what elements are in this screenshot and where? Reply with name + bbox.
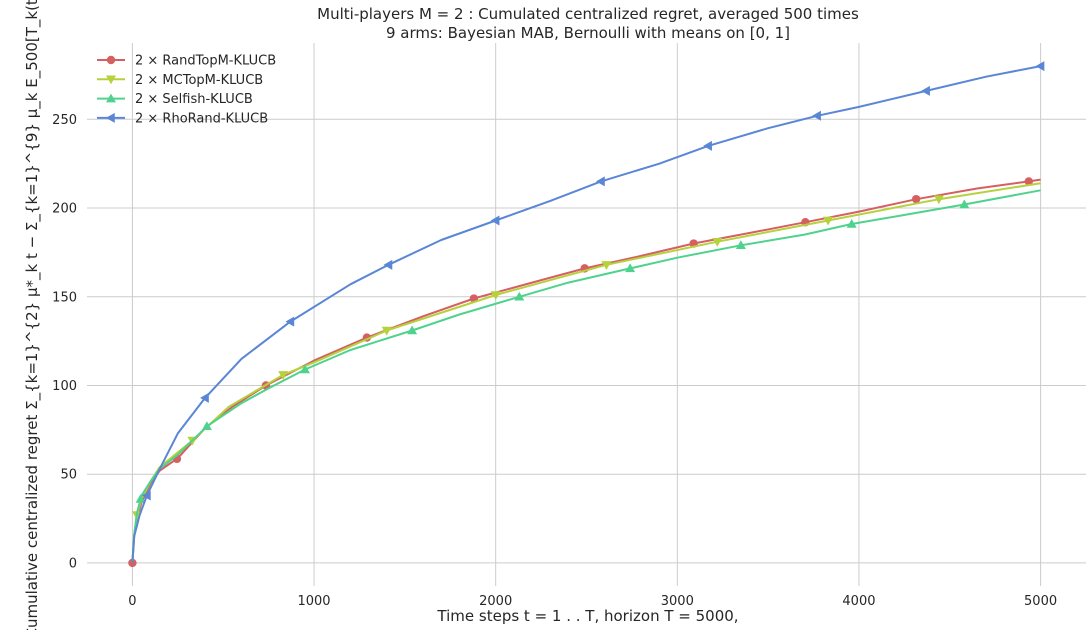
data-point-marker <box>383 259 393 270</box>
series-3 <box>131 61 1045 563</box>
x-axis-label: Time steps t = 1 . . T, horizon T = 5000… <box>436 607 738 625</box>
legend-label: 2 × MCTopM-KLUCB <box>135 73 263 88</box>
data-point-marker <box>278 371 289 380</box>
chart-title: Multi-players M = 2 : Cumulated centrali… <box>317 5 859 23</box>
series-2 <box>131 189 1041 563</box>
data-point-marker <box>812 110 821 121</box>
data-point-marker <box>625 263 636 273</box>
data-point-marker <box>381 326 392 336</box>
legend-label: 2 × RandTopM-KLUCB <box>135 54 276 69</box>
x-tick-label: 1000 <box>297 594 330 609</box>
data-point-marker <box>601 261 612 270</box>
legend-marker <box>106 55 116 65</box>
data-point-marker <box>596 176 605 187</box>
series-0 <box>128 177 1041 568</box>
grid-lines <box>87 43 1086 586</box>
series-line <box>131 65 1041 563</box>
data-point-marker <box>490 291 501 300</box>
data-point-marker <box>490 215 500 226</box>
data-point-marker <box>1035 61 1045 72</box>
series-lines <box>128 61 1045 568</box>
y-tick-label: 150 <box>52 290 77 305</box>
data-point-marker <box>201 421 212 431</box>
data-point-marker <box>959 199 970 209</box>
data-point-marker <box>285 316 295 327</box>
y-tick-label: 0 <box>69 556 77 571</box>
series-line <box>131 178 1041 563</box>
y-tick-label: 100 <box>52 379 77 394</box>
legend-marker <box>106 93 116 103</box>
data-point-marker <box>1024 177 1033 186</box>
data-point-marker <box>846 219 857 228</box>
legend-marker <box>106 112 115 123</box>
chart-subtitle: 9 arms: Bayesian MAB, Bernoulli with mea… <box>386 24 790 42</box>
data-point-marker <box>299 364 310 374</box>
legend-marker <box>106 75 116 85</box>
data-point-marker <box>921 85 930 96</box>
data-point-marker <box>933 195 944 205</box>
legend-label: 2 × RhoRand-KLUCB <box>135 111 268 126</box>
data-point-marker <box>141 490 151 501</box>
y-tick-label: 250 <box>52 113 77 128</box>
series-1 <box>131 182 1041 563</box>
data-point-marker <box>703 140 712 151</box>
series-line <box>131 182 1041 563</box>
series-line <box>131 189 1041 563</box>
data-point-marker <box>911 194 921 204</box>
data-point-marker <box>128 558 137 568</box>
data-point-marker <box>514 291 525 301</box>
legend-label: 2 × Selfish-KLUCB <box>135 92 253 107</box>
data-point-marker <box>823 216 834 226</box>
y-tick-label: 200 <box>52 202 77 217</box>
data-point-marker <box>735 240 746 250</box>
tick-labels: 0 1000 2000 3000 4000 5000 0 50 100 150 200 250 <box>52 113 1057 609</box>
x-tick-label: 0 <box>128 594 136 609</box>
y-tick-label: 50 <box>60 468 77 483</box>
x-tick-label: 4000 <box>842 594 875 609</box>
data-point-marker <box>200 392 209 403</box>
x-tick-label: 3000 <box>661 594 694 609</box>
x-tick-label: 2000 <box>479 594 512 609</box>
data-point-marker <box>135 494 146 503</box>
y-axis-label: Cumulative centralized regret Σ_{k=1}^{2… <box>23 0 42 630</box>
x-tick-label: 5000 <box>1024 594 1057 609</box>
data-point-marker <box>712 237 723 247</box>
legend: 2 × RandTopM-KLUCB 2 × MCTopM-KLUCB 2 × Se… <box>97 54 276 126</box>
data-point-marker <box>407 325 418 335</box>
